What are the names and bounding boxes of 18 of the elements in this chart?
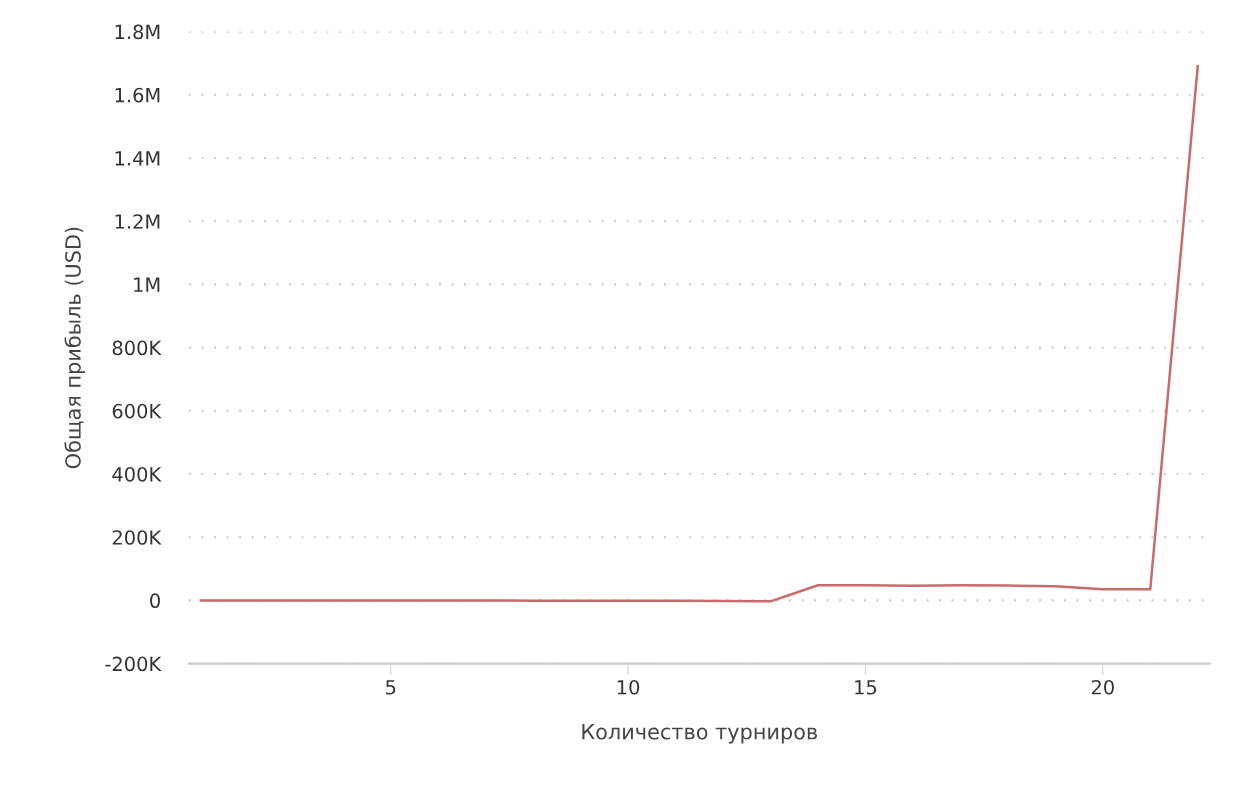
x-tick-label: 5 <box>386 680 396 695</box>
x-axis-title: Количество турниров <box>582 724 817 744</box>
x-tick-label: 20 <box>1091 679 1114 695</box>
line-series <box>199 65 1199 603</box>
x-tick-label: 15 <box>855 680 877 695</box>
y-tick-label: 600K <box>112 403 162 419</box>
x-tick-label: 10 <box>617 679 640 695</box>
y-axis-title: Общая прибыль (USD) <box>64 227 85 469</box>
y-tick-label: 200K <box>112 530 162 545</box>
y-tick-label: 1.4M <box>115 151 160 166</box>
y-tick-label: 800K <box>112 340 162 356</box>
y-tick-label: -200K <box>105 656 162 672</box>
y-tick-label: 0 <box>150 593 160 609</box>
y-tick-label: 1.6M <box>115 87 160 103</box>
y-tick-label: 1M <box>134 277 160 292</box>
y-tick-label: 1.2M <box>115 214 160 229</box>
y-tick-label: 400K <box>112 466 162 482</box>
y-tick-label: 1.8M <box>115 24 160 40</box>
